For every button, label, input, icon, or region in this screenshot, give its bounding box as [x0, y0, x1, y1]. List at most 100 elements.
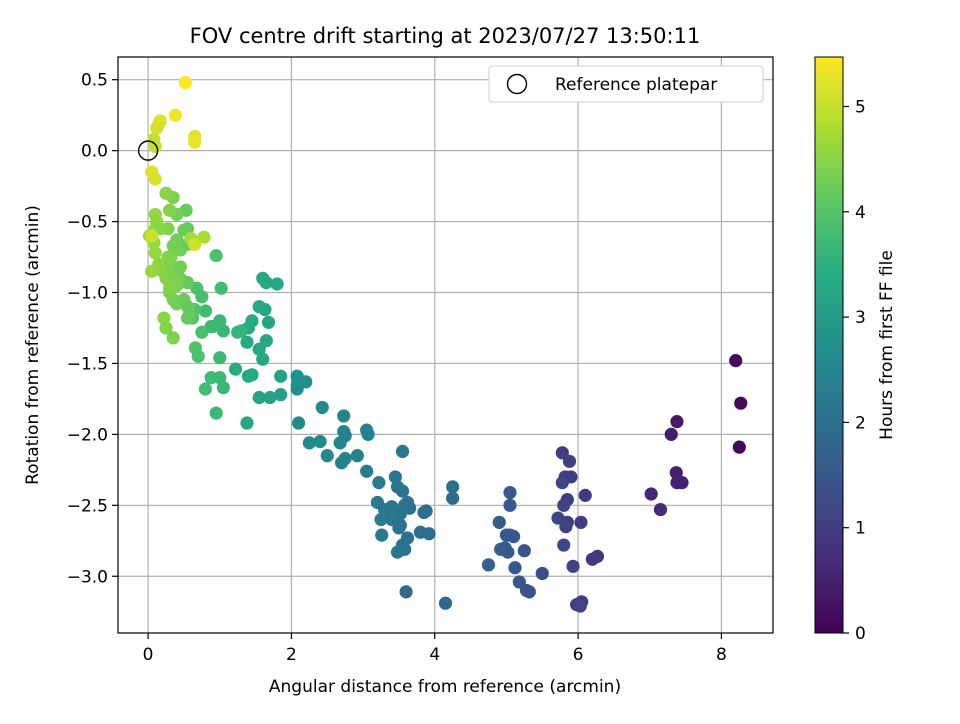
data-point	[390, 545, 405, 559]
data-point	[535, 566, 549, 581]
data-point	[517, 544, 531, 558]
data-point	[188, 237, 202, 251]
data-point	[670, 415, 684, 429]
data-point	[216, 380, 230, 395]
data-point	[274, 369, 288, 383]
data-point	[214, 281, 228, 295]
data-point	[231, 325, 245, 339]
y-tick-label: −1.0	[67, 284, 108, 304]
reference-platepar-marker	[137, 140, 159, 161]
data-point	[508, 561, 522, 575]
data-point	[337, 409, 351, 423]
data-point	[503, 498, 517, 512]
data-point	[195, 325, 209, 339]
data-point	[178, 75, 192, 90]
data-point	[180, 311, 195, 325]
data-point	[732, 440, 746, 454]
data-point	[148, 172, 162, 186]
data-point	[150, 121, 164, 135]
data-point	[334, 456, 349, 470]
colorbar-label: Hours from first FF file	[877, 250, 897, 440]
y-tick-label: −1.5	[67, 354, 108, 374]
data-point	[644, 487, 658, 501]
data-point	[573, 599, 587, 613]
data-point	[395, 444, 410, 459]
legend: Reference platepar	[488, 65, 764, 103]
colorbar-tick-label: 0	[855, 624, 866, 644]
colorbar-gradient	[814, 56, 844, 634]
data-point	[438, 596, 453, 610]
x-tick-label: 2	[286, 645, 297, 665]
data-point	[209, 406, 223, 420]
colorbar: 0 1 2 3 4 5 Hours from first FF file	[814, 56, 897, 644]
y-tick-label: −2.0	[67, 425, 108, 445]
colorbar-tick-label: 4	[855, 203, 866, 223]
data-point	[274, 388, 288, 402]
y-tick-label: −0.5	[67, 213, 108, 233]
grid	[118, 57, 773, 633]
colorbar-tick-label: 2	[855, 413, 866, 433]
data-point	[188, 135, 202, 149]
data-point	[664, 427, 678, 441]
data-point	[213, 371, 227, 385]
data-point	[173, 260, 187, 274]
data-point	[213, 351, 227, 365]
data-point	[315, 400, 329, 415]
data-point	[446, 491, 460, 505]
x-axis-label: Angular distance from reference (arcmin)	[269, 677, 621, 697]
data-point	[261, 315, 276, 329]
x-tick-label: 8	[716, 645, 727, 665]
data-point	[422, 527, 436, 541]
y-axis-label: Rotation from reference (arcmin)	[23, 205, 43, 485]
legend-label: Reference platepar	[555, 75, 717, 95]
data-point	[191, 349, 205, 363]
data-point	[299, 375, 313, 389]
data-point	[159, 321, 173, 335]
data-point	[557, 538, 571, 552]
data-point	[258, 302, 272, 317]
data-point	[148, 246, 162, 260]
data-point	[734, 396, 748, 410]
data-point	[562, 454, 577, 468]
data-point	[240, 416, 254, 430]
data-point	[503, 485, 517, 500]
x-axis-ticks: 0 2 4 6 8	[143, 633, 727, 665]
data-point	[148, 139, 162, 153]
colorbar-tick-label: 5	[855, 97, 866, 117]
data-point	[252, 390, 266, 405]
data-point	[195, 290, 209, 304]
data-point	[162, 203, 177, 217]
data-point	[372, 476, 386, 490]
data-point	[392, 521, 406, 535]
data-point	[256, 352, 270, 366]
x-tick-label: 6	[573, 645, 584, 665]
data-point	[446, 480, 460, 494]
data-point	[522, 585, 536, 599]
data-point	[555, 476, 569, 490]
data-point	[197, 230, 211, 244]
data-point	[417, 505, 431, 520]
data-points	[137, 75, 748, 613]
data-point	[168, 108, 182, 122]
data-point	[388, 470, 402, 484]
data-point	[259, 334, 273, 348]
data-point	[205, 319, 220, 334]
data-point	[170, 240, 184, 254]
data-point	[578, 488, 592, 502]
data-point	[259, 275, 273, 290]
data-point	[395, 484, 410, 498]
data-point	[481, 558, 496, 572]
data-point	[157, 311, 171, 325]
data-point	[350, 449, 364, 463]
y-axis-ticks: −3.0 −2.5 −2.0 −1.5 −1.0 −0.5 0.0 0.5	[67, 71, 118, 587]
data-point	[360, 464, 374, 478]
data-point	[585, 552, 600, 566]
y-tick-label: −3.0	[67, 567, 108, 587]
data-point	[501, 545, 515, 559]
colorbar-tick-label: 1	[855, 519, 866, 539]
plot-area-frame	[117, 56, 774, 634]
data-point	[145, 264, 159, 278]
data-point	[559, 519, 573, 534]
data-point	[162, 281, 177, 295]
data-point	[313, 434, 327, 449]
